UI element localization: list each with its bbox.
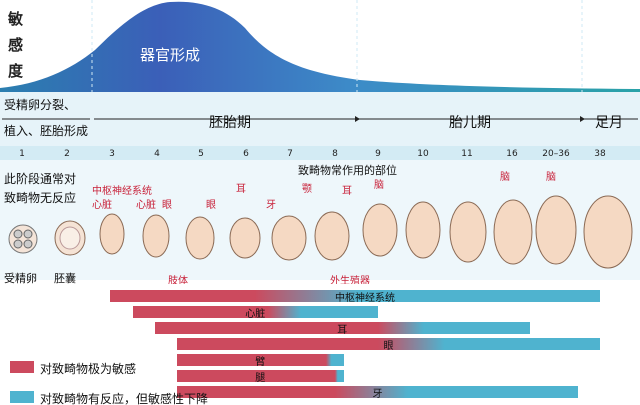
fetus-week-11 <box>449 201 487 263</box>
organ-label-cns: 中枢神经系统 <box>92 186 152 197</box>
fetus-week-20-36 <box>535 195 577 265</box>
y-label-2: 感 <box>8 36 24 54</box>
fetus-week-38 <box>583 195 633 269</box>
organ-label-teeth: 牙 <box>266 200 276 211</box>
legend-red-text: 对致畸物极为敏感 <box>40 362 137 376</box>
week-label: 16 <box>506 149 518 159</box>
organ-label-eye-2: 眼 <box>206 200 216 211</box>
week-label: 20–36 <box>542 149 570 159</box>
bar-sensitive <box>177 354 326 366</box>
organ-label-brain-3: 脑 <box>546 172 556 183</box>
bar-less-sensitive <box>335 370 344 382</box>
legend-blue-swatch <box>10 391 34 403</box>
blastocyst-label: 胚囊 <box>54 272 76 285</box>
week-label: 2 <box>64 149 70 159</box>
sites-header: 致畸物常作用的部位 <box>298 164 397 177</box>
embryo-week-5 <box>185 216 215 260</box>
embryo-week-4 <box>142 214 170 258</box>
week-label: 10 <box>417 149 429 159</box>
embryo-illustrations <box>99 195 633 269</box>
embryo-week-7 <box>271 215 307 261</box>
bar-sensitive <box>177 370 335 382</box>
organ-label-brain-2: 脑 <box>500 172 510 183</box>
fetus-week-16 <box>493 199 533 265</box>
fetus-week-9 <box>362 203 398 257</box>
week-label: 7 <box>287 149 293 159</box>
week-label: 3 <box>109 149 115 159</box>
sensitivity-curve-svg <box>0 0 640 100</box>
organ-label-eye: 眼 <box>162 200 172 211</box>
week-label: 1 <box>19 149 25 159</box>
bar-label: 心脏 <box>245 309 266 320</box>
peak-label: 器官形成 <box>140 46 201 64</box>
bar-sensitive <box>132 306 268 318</box>
week-label: 38 <box>594 149 606 159</box>
embryo-week-8 <box>314 211 350 261</box>
bar-label: 中枢神经系统 <box>335 293 395 304</box>
bar-less-sensitive <box>268 306 378 318</box>
bar-less-sensitive <box>326 354 344 366</box>
stage-1-line-1: 受精卵分裂、 <box>4 98 77 112</box>
sensitivity-curve <box>0 1 640 100</box>
bar-less-sensitive <box>254 290 600 302</box>
stage-fetal: 胎儿期 <box>449 115 491 131</box>
embryo-week-3 <box>99 213 125 255</box>
zygote-image <box>8 224 38 254</box>
y-label-1: 敏 <box>8 10 24 28</box>
stage-embryo: 胚胎期 <box>209 115 251 131</box>
stage-term: 足月 <box>595 115 623 131</box>
left-note-2: 致畸物无反应 <box>4 191 77 205</box>
organ-label-ear-2: 耳 <box>342 186 352 197</box>
week-label: 5 <box>198 149 204 159</box>
bar-less-sensitive <box>378 338 600 350</box>
fetus-week-10 <box>405 201 441 259</box>
bar-label: 眼 <box>383 341 394 352</box>
stage-1-line-2: 植入、胚胎形成 <box>4 124 89 138</box>
legend-red-swatch <box>10 361 34 373</box>
bar-less-sensitive <box>335 386 578 398</box>
organ-label-limbs: 肢体 <box>168 276 188 287</box>
bar-less-sensitive <box>378 322 530 334</box>
week-label: 4 <box>154 149 160 159</box>
week-row <box>0 146 640 160</box>
week-label: 6 <box>243 149 249 159</box>
zygote-label: 受精卵 <box>4 272 37 285</box>
embryo-week-6 <box>229 217 261 259</box>
organ-label-palate: 颚 <box>302 184 312 195</box>
week-label: 11 <box>461 149 473 159</box>
bar-label: 耳 <box>337 325 348 336</box>
week-label: 9 <box>375 149 381 159</box>
bar-sensitive <box>110 290 255 302</box>
organ-label-brain-1: 脑 <box>374 180 384 191</box>
bar-sensitive <box>177 338 378 350</box>
legend-blue-text: 对致畸物有反应，但敏感性下降 <box>40 392 209 405</box>
left-note-1: 此阶段通常对 <box>4 172 77 186</box>
organ-label-heart: 心脏 <box>92 200 112 211</box>
blastocyst-image <box>54 220 86 256</box>
stage-arrows <box>2 116 638 122</box>
bar-label: 臂 <box>255 357 266 368</box>
y-label-3: 度 <box>8 62 24 80</box>
organ-label-genitals: 外生殖器 <box>330 276 370 287</box>
organ-label-ear: 耳 <box>236 184 246 195</box>
week-label: 8 <box>332 149 338 159</box>
bar-label: 牙 <box>372 389 383 400</box>
organ-label-heart-2: 心脏 <box>136 200 156 211</box>
bar-label: 腿 <box>255 373 266 384</box>
bar-sensitive <box>155 322 378 334</box>
bar-sensitive <box>177 386 335 398</box>
